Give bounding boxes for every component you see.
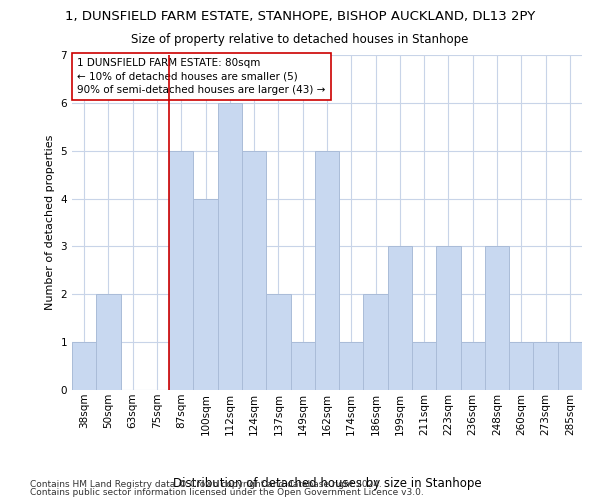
Bar xyxy=(412,342,436,390)
Bar xyxy=(266,294,290,390)
Bar xyxy=(96,294,121,390)
Text: Contains HM Land Registry data © Crown copyright and database right 2024.: Contains HM Land Registry data © Crown c… xyxy=(30,480,382,489)
X-axis label: Distribution of detached houses by size in Stanhope: Distribution of detached houses by size … xyxy=(173,476,481,490)
Text: Contains public sector information licensed under the Open Government Licence v3: Contains public sector information licen… xyxy=(30,488,424,497)
Bar xyxy=(193,198,218,390)
Text: 1 DUNSFIELD FARM ESTATE: 80sqm
← 10% of detached houses are smaller (5)
90% of s: 1 DUNSFIELD FARM ESTATE: 80sqm ← 10% of … xyxy=(77,58,325,95)
Bar xyxy=(533,342,558,390)
Y-axis label: Number of detached properties: Number of detached properties xyxy=(45,135,55,310)
Bar xyxy=(436,246,461,390)
Text: 1, DUNSFIELD FARM ESTATE, STANHOPE, BISHOP AUCKLAND, DL13 2PY: 1, DUNSFIELD FARM ESTATE, STANHOPE, BISH… xyxy=(65,10,535,23)
Bar xyxy=(388,246,412,390)
Text: Size of property relative to detached houses in Stanhope: Size of property relative to detached ho… xyxy=(131,32,469,46)
Bar xyxy=(364,294,388,390)
Bar xyxy=(242,150,266,390)
Bar xyxy=(509,342,533,390)
Bar xyxy=(339,342,364,390)
Bar xyxy=(315,150,339,390)
Bar xyxy=(485,246,509,390)
Bar xyxy=(169,150,193,390)
Bar xyxy=(461,342,485,390)
Bar xyxy=(72,342,96,390)
Bar xyxy=(218,103,242,390)
Bar xyxy=(558,342,582,390)
Bar xyxy=(290,342,315,390)
